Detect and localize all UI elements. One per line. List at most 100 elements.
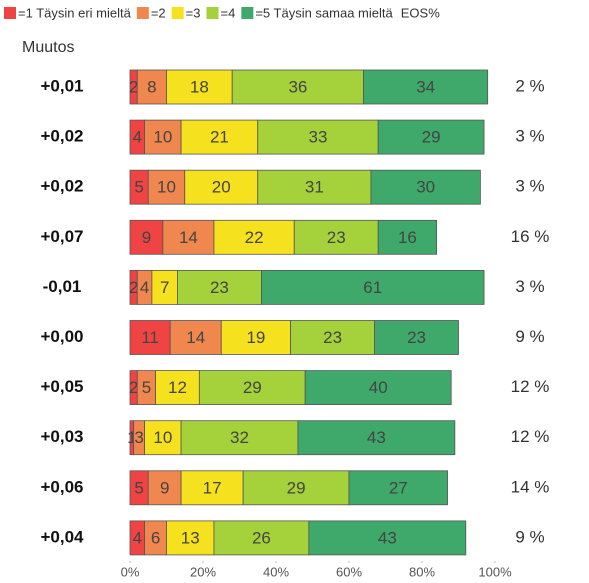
segment-label: 2 xyxy=(129,77,138,96)
category-label: +0,02 xyxy=(40,177,83,196)
segment-label: 1 xyxy=(127,428,136,447)
segment-label: 6 xyxy=(151,528,160,547)
segment-label: 5 xyxy=(142,378,151,397)
legend-label: =2 xyxy=(151,5,166,20)
bar-segment xyxy=(257,169,372,205)
bar-segment xyxy=(147,169,186,205)
legend-swatch xyxy=(206,7,219,19)
bar-segment xyxy=(308,520,467,556)
segment-label: 23 xyxy=(210,278,229,297)
segment-label: 43 xyxy=(378,528,397,547)
legend-swatch xyxy=(136,7,149,19)
segment-label: 3 xyxy=(134,428,143,447)
segment-label: 17 xyxy=(203,478,222,497)
category-label: +0,04 xyxy=(40,527,84,546)
segment-label: 31 xyxy=(305,178,324,197)
segment-label: 61 xyxy=(363,278,382,297)
bar-segment xyxy=(377,219,438,255)
bar-segment xyxy=(377,119,485,155)
segment-label: 27 xyxy=(389,478,408,497)
x-tick-label: 20% xyxy=(190,564,216,579)
bar-segment xyxy=(177,269,262,305)
eos-label: 3 % xyxy=(515,127,544,146)
segment-label: 10 xyxy=(157,178,176,197)
segment-label: 14 xyxy=(179,228,198,247)
bar-segment xyxy=(155,370,200,406)
eos-label: 12 % xyxy=(511,377,550,396)
segment-label: 36 xyxy=(288,77,307,96)
segment-label: 23 xyxy=(323,328,342,347)
bar-segment xyxy=(147,470,182,506)
segment-label: 9 xyxy=(160,478,169,497)
bar-segment xyxy=(348,470,448,506)
bar-segment xyxy=(180,119,259,155)
segment-label: 21 xyxy=(210,128,229,147)
segment-label: 23 xyxy=(327,228,346,247)
bar-segment xyxy=(213,219,295,255)
bar-segment xyxy=(129,219,164,255)
segment-label: 5 xyxy=(134,178,143,197)
category-label: +0,00 xyxy=(40,327,83,346)
bar-segment xyxy=(370,169,481,205)
x-tick-label: 100% xyxy=(478,564,512,579)
segment-label: 11 xyxy=(141,328,159,347)
legend-label: =5 Täysin samaa mieltä xyxy=(255,5,393,20)
segment-label: 13 xyxy=(181,528,200,547)
segment-label: 26 xyxy=(252,528,271,547)
segment-label: 29 xyxy=(243,378,262,397)
segment-label: 9 xyxy=(142,228,151,247)
legend-swatch xyxy=(241,7,254,19)
bar-segment xyxy=(144,420,182,456)
segment-label: 23 xyxy=(407,328,426,347)
segment-label: 34 xyxy=(416,77,435,96)
x-tick-label: 60% xyxy=(336,564,362,579)
legend-label: =4 xyxy=(221,5,236,20)
bar-segment xyxy=(260,269,485,305)
segment-label: 33 xyxy=(309,128,328,147)
bar-segment xyxy=(213,520,310,556)
segment-label: 10 xyxy=(153,428,172,447)
eos-label: 2 % xyxy=(515,76,544,95)
eos-label: 9 % xyxy=(515,327,544,346)
segment-label: 32 xyxy=(230,428,249,447)
category-label: +0,06 xyxy=(40,477,83,496)
segment-label: 2 xyxy=(129,278,138,297)
bar-segment xyxy=(144,119,182,155)
bar-segment xyxy=(374,320,459,355)
eos-label: 14 % xyxy=(511,477,550,496)
segment-label: 10 xyxy=(153,128,172,147)
eos-label: 9 % xyxy=(515,527,544,546)
eos-label: 16 % xyxy=(511,227,550,246)
bar-segment xyxy=(180,420,299,456)
bar-segment xyxy=(231,69,364,105)
bar-segment xyxy=(290,320,375,355)
segment-label: 22 xyxy=(245,228,264,247)
bar-segment xyxy=(198,370,306,406)
x-tick-label: 0% xyxy=(121,564,140,579)
legend-label: =3 xyxy=(186,5,201,20)
segment-label: 19 xyxy=(246,328,265,347)
segment-label: 4 xyxy=(133,528,142,547)
bar-segment xyxy=(304,370,452,406)
bar-segment xyxy=(242,470,350,506)
eos-label: 3 % xyxy=(515,277,544,296)
legend-label: =1 Täysin eri mieltä xyxy=(18,5,132,20)
x-tick-label: 80% xyxy=(409,564,435,579)
eos-label: 12 % xyxy=(511,427,550,446)
segment-label: 4 xyxy=(133,128,142,147)
segment-label: 8 xyxy=(147,77,156,96)
bar-segment xyxy=(166,69,233,105)
segment-label: 43 xyxy=(367,428,386,447)
segment-label: 7 xyxy=(160,278,169,297)
segment-label: 5 xyxy=(134,478,143,497)
legend-swatch xyxy=(4,7,16,19)
bar-segment xyxy=(162,219,215,255)
segment-label: 40 xyxy=(369,378,388,397)
bar-segment xyxy=(151,269,178,305)
segment-label: 29 xyxy=(287,478,306,497)
bar-segment xyxy=(169,320,222,355)
bar-segment xyxy=(363,69,489,105)
bar-segment xyxy=(180,470,244,506)
legend-swatch xyxy=(171,7,184,19)
